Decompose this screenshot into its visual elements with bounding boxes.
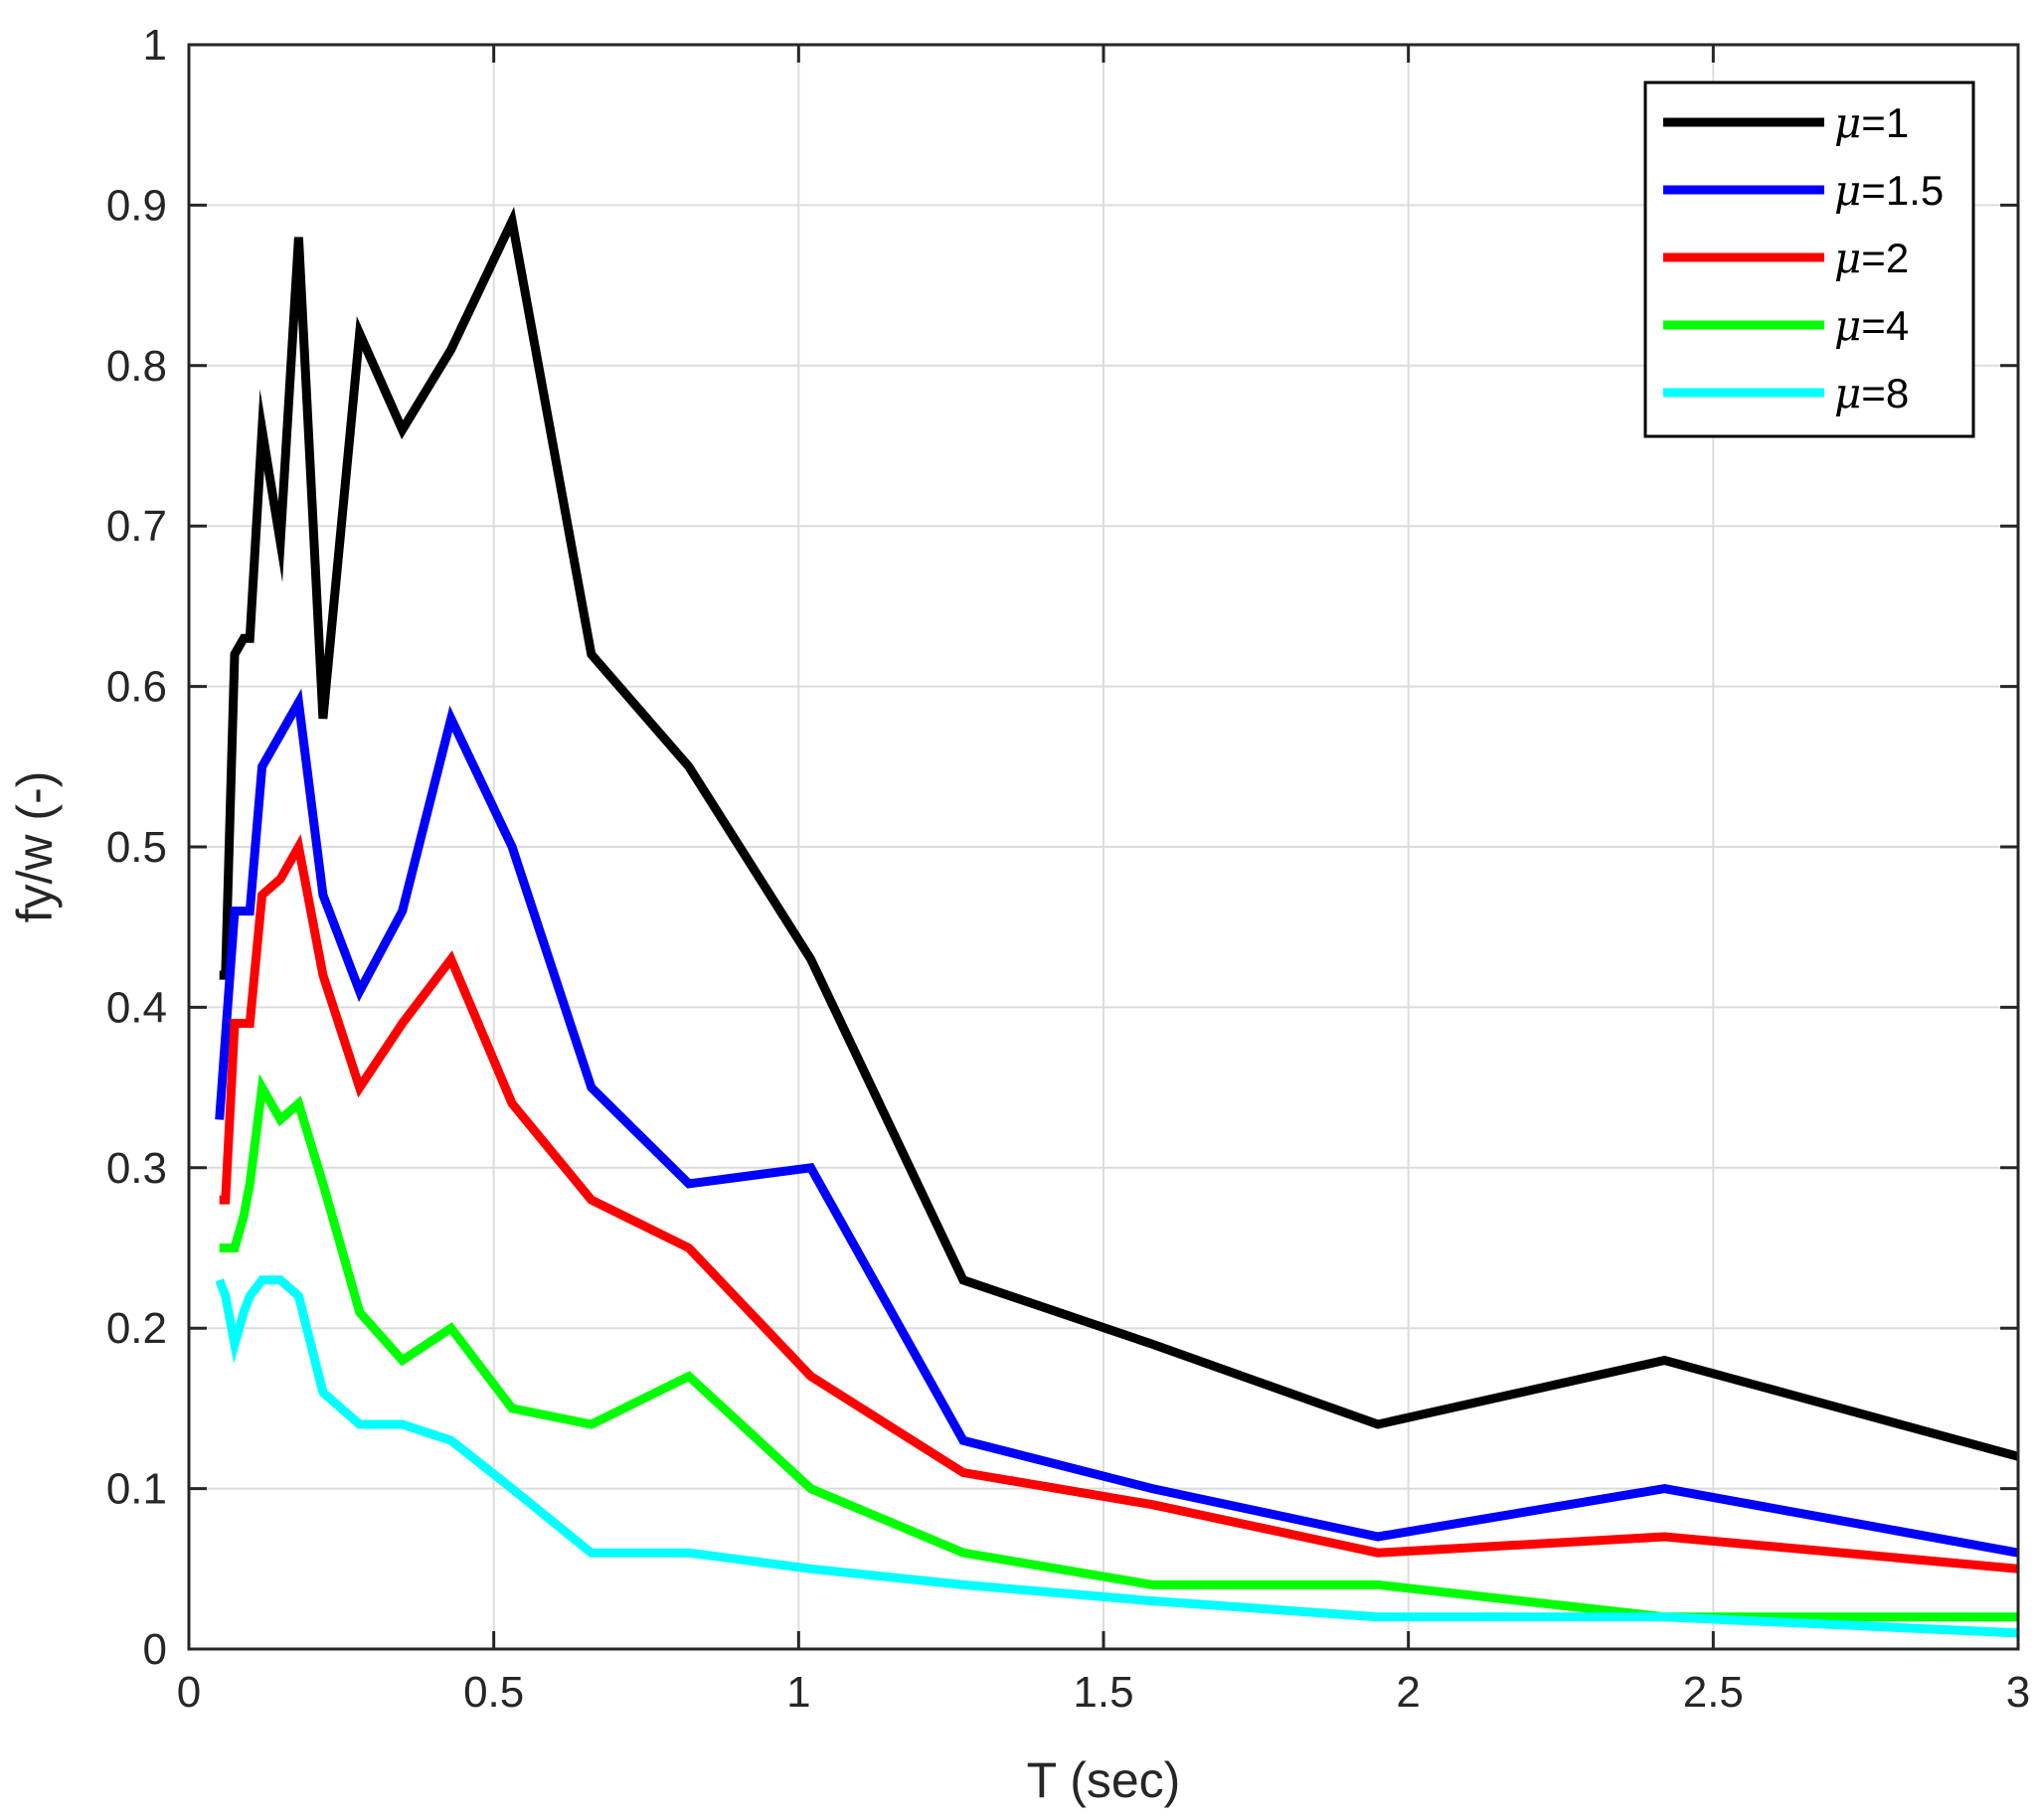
y-tick-label: 0 — [143, 1625, 167, 1674]
y-tick-label: 0.5 — [106, 823, 167, 872]
legend-symbol: μ — [1834, 369, 1861, 417]
legend-symbol: μ — [1834, 234, 1861, 282]
legend-label: μ=8 — [1834, 369, 1909, 417]
y-tick-label: 0.2 — [106, 1304, 167, 1353]
x-tick-label: 1.5 — [1073, 1668, 1133, 1717]
y-tick-label: 0.6 — [106, 663, 167, 712]
legend-value: =8 — [1861, 370, 1909, 416]
legend-symbol: μ — [1834, 98, 1861, 147]
legend-value: =1 — [1861, 99, 1909, 146]
y-axis-label: fy/w (-) — [7, 771, 63, 923]
y-tick-label: 0.7 — [106, 502, 167, 551]
legend-label: μ=1.5 — [1834, 166, 1944, 215]
y-axis: 0 0.1 0.2 0.3 0.4 0.5 0.6 0.7 0.8 0.9 1 — [106, 21, 2018, 1674]
y-tick-label: 0.1 — [106, 1465, 167, 1514]
legend-label: μ=2 — [1834, 234, 1909, 282]
series-line-5 — [215, 1275, 2019, 1638]
x-tick-label: 3 — [2006, 1668, 2030, 1717]
legend-symbol: μ — [1834, 166, 1861, 215]
x-tick-label: 0.5 — [463, 1668, 524, 1717]
legend-value: =1.5 — [1861, 167, 1944, 214]
series-line-4 — [219, 1074, 2018, 1622]
y-tick-label: 1 — [143, 21, 167, 70]
series-layer — [215, 206, 2020, 1638]
x-axis-label: T (sec) — [1027, 1752, 1181, 1808]
legend-label: μ=1 — [1834, 98, 1909, 147]
legend-label: μ=4 — [1834, 301, 1909, 350]
x-tick-label: 1 — [786, 1668, 810, 1717]
legend-value: =2 — [1861, 235, 1909, 281]
x-tick-label: 2 — [1396, 1668, 1420, 1717]
series-line-1 — [219, 206, 2020, 1461]
x-tick-label: 0 — [177, 1668, 201, 1717]
legend: μ=1μ=1.5μ=2μ=4μ=8 — [1643, 81, 1975, 438]
x-axis: 0 0.5 1 1.5 2 2.5 3 — [177, 45, 2030, 1717]
legend-value: =4 — [1861, 302, 1909, 349]
x-tick-label: 2.5 — [1683, 1668, 1744, 1717]
y-tick-label: 0.4 — [106, 983, 167, 1032]
y-tick-label: 0.9 — [106, 181, 167, 230]
series-line-3 — [219, 834, 2019, 1573]
legend-symbol: μ — [1834, 301, 1861, 350]
series-line-2 — [215, 688, 2019, 1558]
y-tick-label: 0.8 — [106, 342, 167, 391]
y-tick-label: 0.3 — [106, 1144, 167, 1193]
